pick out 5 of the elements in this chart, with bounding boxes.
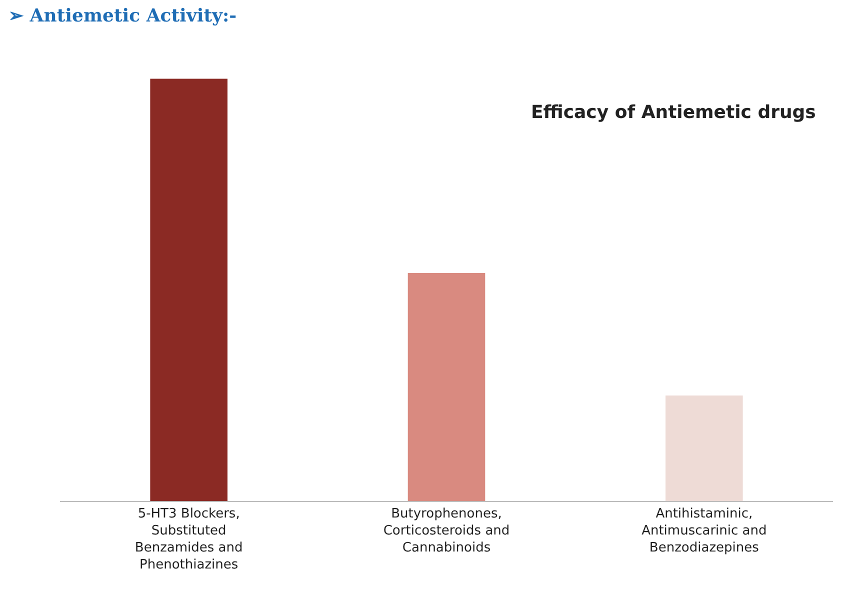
x-tick-label: Butyrophenones, Corticosteroids and Cannabinoids (383, 506, 510, 556)
x-tick-label: 5-HT3 Blockers, Substituted Benzamides and Phenothiazines (134, 506, 243, 572)
text: Efficacy of Antiemetic drugs (531, 102, 816, 123)
chart-title: ➢ Antiemetic Activity:- (8, 6, 237, 27)
x-tick-label: Antihistaminic, Antimuscarinic and Benzodiazepines (642, 506, 767, 556)
